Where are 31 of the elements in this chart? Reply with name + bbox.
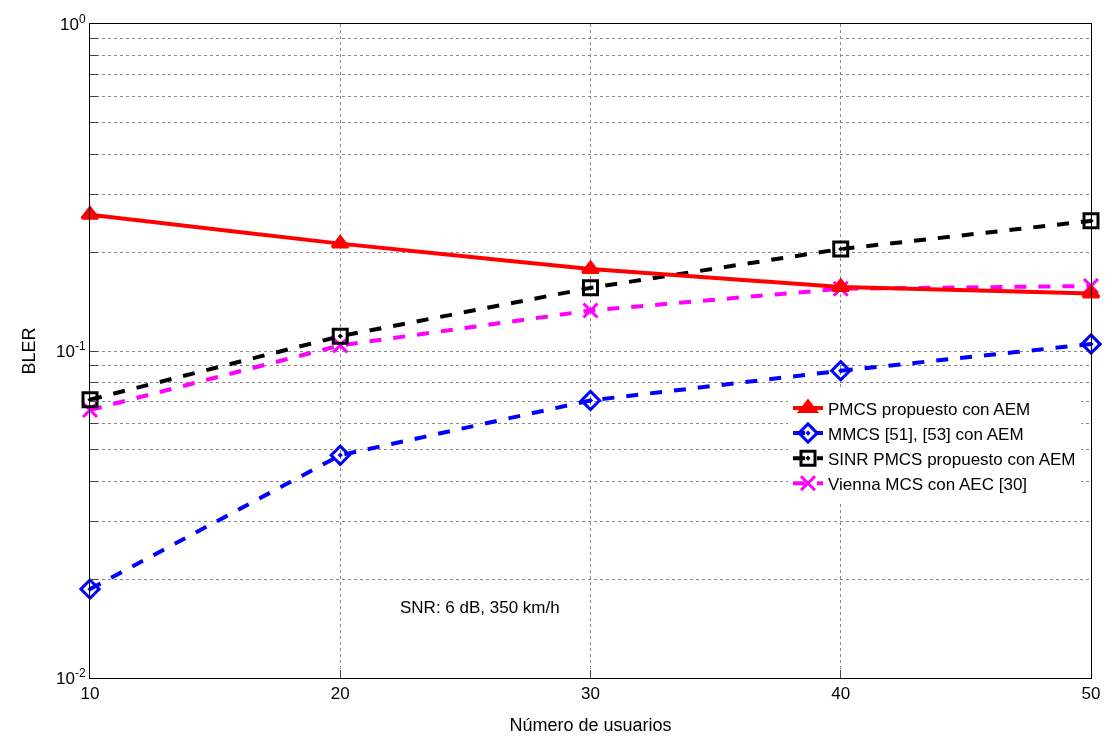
- point: [1080, 333, 1102, 355]
- point: [832, 240, 850, 258]
- x-tick-label: 40: [831, 684, 851, 704]
- point: [331, 327, 349, 345]
- point: [832, 280, 850, 298]
- point: [330, 235, 350, 249]
- x-axis-title: Número de usuarios: [509, 714, 672, 735]
- point: [329, 444, 351, 466]
- legend-label: MMCS [51], [53] con AEM: [827, 424, 1024, 444]
- point: [79, 578, 101, 600]
- y-tick-label: 10$^{-1}$: [56, 338, 86, 361]
- y-axis-title: BLER: [19, 327, 40, 375]
- point: [1081, 284, 1101, 299]
- point: [582, 302, 599, 319]
- point: [582, 279, 599, 297]
- legend-label: PMCS propuesto con AEM: [827, 399, 1031, 419]
- point: [831, 278, 851, 292]
- legend-label: SINR PMCS propuesto con AEM: [827, 449, 1076, 469]
- point: [1082, 212, 1100, 230]
- point: [579, 389, 602, 412]
- point: [830, 360, 852, 382]
- point: [81, 391, 99, 409]
- point: [1082, 277, 1100, 295]
- x-tick-label: 50: [1081, 684, 1101, 704]
- x-tick-label: 20: [330, 684, 350, 704]
- point: [80, 206, 100, 220]
- legend-label: Vienna MCS con AEC [30]: [827, 474, 1028, 494]
- x-tick-label: 30: [581, 684, 600, 704]
- annotation: SNR: 6 dB, 350 km/h: [400, 598, 560, 617]
- y-tick-label: 10$^{0}$: [60, 11, 86, 34]
- point: [580, 260, 601, 275]
